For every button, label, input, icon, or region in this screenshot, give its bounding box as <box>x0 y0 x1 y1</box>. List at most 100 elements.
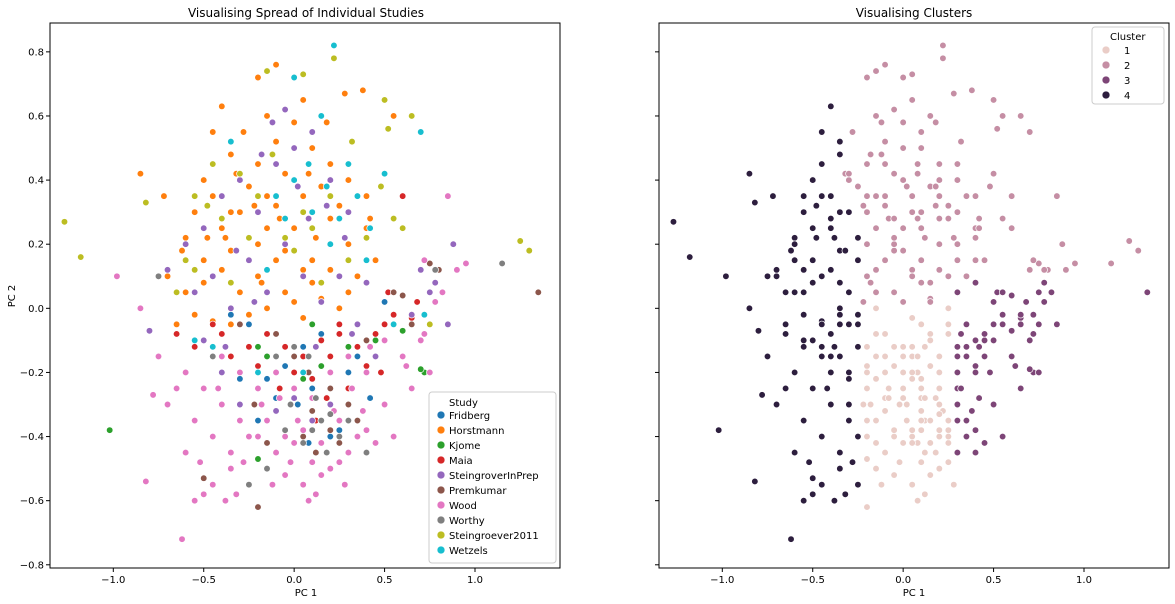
point-steingroever2011 <box>380 96 389 104</box>
point-cluster-1 <box>908 375 916 383</box>
point-cluster-1 <box>935 352 943 361</box>
left-x-axis-label: PC 1 <box>295 588 318 599</box>
point-cluster-1 <box>890 432 898 441</box>
point-cluster-1 <box>908 480 916 489</box>
point-cluster-4 <box>800 311 808 319</box>
point-cluster-4 <box>790 288 799 296</box>
point-cluster-4 <box>830 497 839 505</box>
point-maia <box>323 394 331 402</box>
point-cluster-3 <box>998 288 1007 296</box>
left-x-tick-label: −0.5 <box>192 575 216 586</box>
point-steingroverinprep <box>272 160 280 168</box>
point-cluster-4 <box>772 400 781 409</box>
point-cluster-4 <box>836 279 844 287</box>
point-cluster-2 <box>975 214 983 223</box>
point-wood <box>335 458 344 466</box>
point-cluster-4 <box>836 304 844 312</box>
point-steingroever2011 <box>209 160 217 168</box>
point-steingroverinprep <box>254 208 262 216</box>
point-cluster-2 <box>935 192 943 200</box>
point-cluster-4 <box>818 320 826 329</box>
point-cluster-3 <box>953 343 962 351</box>
point-cluster-4 <box>845 375 853 383</box>
point-cluster-1 <box>944 416 953 425</box>
point-cluster-1 <box>908 343 916 351</box>
point-steingroverinprep <box>294 182 302 191</box>
point-cluster-2 <box>872 224 880 232</box>
point-cluster-2 <box>848 128 857 136</box>
point-steingroever2011 <box>77 253 85 261</box>
point-cluster-3 <box>953 400 962 409</box>
point-cluster-4 <box>763 272 772 280</box>
point-wood <box>268 480 277 489</box>
point-steingroverinprep <box>417 266 425 274</box>
point-cluster-4 <box>845 400 853 409</box>
point-cluster-2 <box>971 192 980 200</box>
point-fridberg <box>344 368 353 377</box>
point-horstmann <box>227 320 235 329</box>
point-cluster-3 <box>971 336 980 345</box>
point-fridberg <box>227 311 235 319</box>
point-premkumar <box>312 448 320 457</box>
point-horstmann <box>218 102 226 111</box>
point-premkumar <box>299 432 307 441</box>
point-kjome <box>317 362 325 370</box>
point-steingroever2011 <box>281 234 289 242</box>
point-steingroever2011 <box>181 256 190 264</box>
point-cluster-2 <box>899 246 907 255</box>
legend-label-fridberg: Fridberg <box>449 411 490 422</box>
point-worthy <box>323 448 331 457</box>
point-cluster-1 <box>899 394 907 402</box>
point-cluster-2 <box>890 246 898 255</box>
point-steingroverinprep <box>312 343 320 351</box>
point-wood <box>276 394 284 402</box>
point-wetzels <box>263 266 271 274</box>
point-cluster-2 <box>950 89 958 98</box>
point-wood <box>308 458 316 466</box>
point-cluster-1 <box>863 362 871 370</box>
point-horstmann <box>272 137 280 146</box>
point-cluster-4 <box>845 320 853 329</box>
point-cluster-2 <box>899 118 907 127</box>
point-cluster-4 <box>812 234 820 242</box>
point-wood <box>142 477 150 486</box>
point-cluster-1 <box>917 320 925 329</box>
point-steingroverinprep <box>236 400 244 409</box>
point-wood <box>344 352 353 361</box>
point-horstmann <box>181 288 190 296</box>
point-cluster-2 <box>953 256 962 264</box>
point-steingroverinprep <box>431 279 439 287</box>
point-worthy <box>326 410 334 418</box>
point-wetzels <box>191 336 199 345</box>
point-horstmann <box>272 256 280 264</box>
point-wood <box>254 432 262 441</box>
point-horstmann <box>263 192 271 200</box>
point-cluster-3 <box>957 330 965 338</box>
point-wood <box>272 368 280 377</box>
left-y-tick-label: −0.8 <box>20 560 44 571</box>
point-horstmann <box>389 112 398 120</box>
point-cluster-1 <box>944 330 953 338</box>
point-cluster-1 <box>944 426 953 434</box>
point-premkumar <box>250 400 259 409</box>
point-cluster-2 <box>971 234 980 242</box>
point-cluster-2 <box>953 208 962 216</box>
point-wood <box>399 352 407 361</box>
point-worthy <box>272 352 280 361</box>
point-fridberg <box>380 298 389 306</box>
point-horstmann <box>236 288 244 296</box>
point-cluster-2 <box>863 272 871 280</box>
point-worthy <box>308 426 316 434</box>
point-cluster-2 <box>881 192 889 200</box>
point-steingroever2011 <box>236 170 244 178</box>
point-cluster-3 <box>1143 288 1151 296</box>
point-cluster-1 <box>863 432 871 441</box>
point-cluster-1 <box>935 464 943 473</box>
point-cluster-4 <box>830 343 839 351</box>
point-cluster-3 <box>971 426 980 434</box>
point-cluster-2 <box>926 279 934 287</box>
point-premkumar <box>326 384 334 393</box>
point-cluster-3 <box>1017 384 1025 393</box>
point-wood <box>163 400 172 409</box>
point-cluster-2 <box>998 214 1007 223</box>
